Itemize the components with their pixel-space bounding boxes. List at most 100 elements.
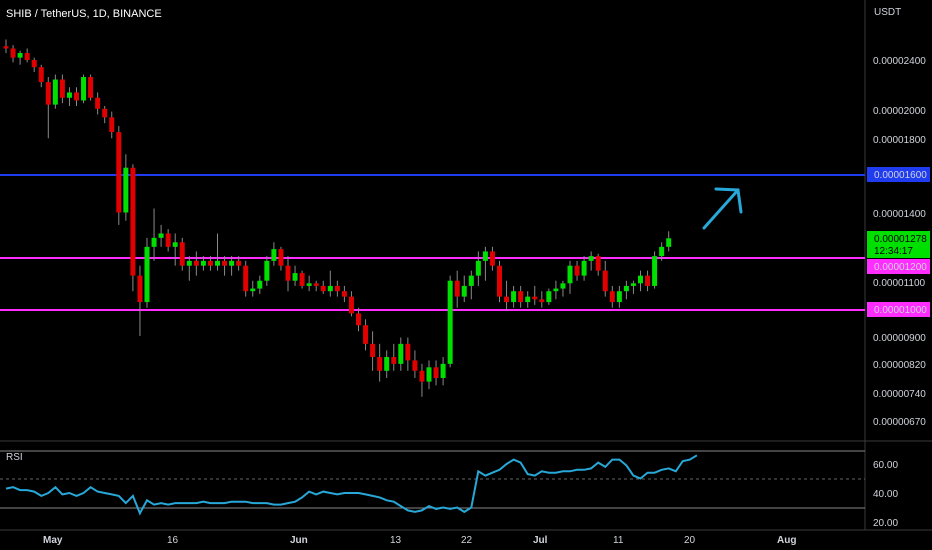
candle-down[interactable]	[539, 299, 545, 303]
candle-up[interactable]	[151, 237, 157, 247]
candle-down[interactable]	[504, 296, 510, 303]
rsi-line[interactable]	[5, 454, 698, 516]
candle-up[interactable]	[292, 273, 298, 281]
candle-up[interactable]	[66, 92, 72, 98]
candle-down[interactable]	[59, 79, 65, 98]
candlestick-series[interactable]	[3, 39, 672, 397]
candle-down[interactable]	[285, 265, 291, 281]
candle-down[interactable]	[243, 265, 249, 292]
candle-up[interactable]	[475, 260, 481, 276]
candle-up[interactable]	[398, 343, 404, 364]
candle-up[interactable]	[250, 288, 256, 292]
candle-down[interactable]	[116, 132, 122, 213]
candle-up[interactable]	[264, 260, 270, 281]
candle-up[interactable]	[638, 275, 643, 284]
candle-down[interactable]	[391, 357, 397, 364]
candle-down[interactable]	[31, 60, 37, 68]
candle-down[interactable]	[489, 251, 495, 266]
candle-up[interactable]	[172, 242, 178, 247]
candle-down[interactable]	[412, 360, 418, 371]
candle-down[interactable]	[497, 265, 502, 297]
candle-down[interactable]	[299, 273, 305, 286]
candle-up[interactable]	[271, 249, 277, 261]
candle-up[interactable]	[52, 79, 58, 105]
candle-down[interactable]	[363, 325, 369, 344]
candle-down[interactable]	[595, 256, 601, 271]
candle-down[interactable]	[45, 82, 51, 105]
candle-down[interactable]	[454, 280, 460, 297]
candle-down[interactable]	[3, 46, 9, 49]
candle-up[interactable]	[440, 363, 446, 378]
candle-down[interactable]	[602, 270, 608, 292]
candle-down[interactable]	[165, 233, 171, 247]
candle-up[interactable]	[229, 260, 235, 266]
candle-up[interactable]	[384, 357, 390, 371]
candle-down[interactable]	[38, 67, 44, 83]
candle-up[interactable]	[630, 283, 636, 286]
candle-up[interactable]	[447, 280, 453, 364]
candle-up[interactable]	[186, 260, 192, 266]
candle-up[interactable]	[81, 77, 87, 101]
candle-down[interactable]	[278, 249, 284, 266]
candle-up[interactable]	[581, 260, 587, 276]
candle-down[interactable]	[356, 313, 361, 326]
candle-down[interactable]	[419, 370, 425, 382]
candle-up[interactable]	[215, 260, 220, 266]
candle-up[interactable]	[17, 53, 23, 58]
candle-down[interactable]	[320, 285, 326, 292]
candle-down[interactable]	[10, 48, 16, 58]
candle-down[interactable]	[405, 343, 411, 361]
candle-up[interactable]	[200, 260, 206, 266]
candle-up[interactable]	[588, 256, 594, 261]
candle-up[interactable]	[560, 283, 566, 289]
candle-down[interactable]	[341, 291, 347, 297]
candle-up[interactable]	[123, 167, 129, 213]
candle-down[interactable]	[645, 275, 651, 286]
candle-down[interactable]	[532, 296, 538, 300]
candle-up[interactable]	[482, 251, 488, 261]
candle-down[interactable]	[193, 260, 199, 266]
candle-up[interactable]	[546, 291, 552, 303]
candle-up[interactable]	[461, 285, 467, 297]
candle-up[interactable]	[567, 265, 573, 284]
candle-down[interactable]	[88, 77, 94, 98]
candle-down[interactable]	[334, 285, 340, 292]
candle-up[interactable]	[327, 285, 333, 292]
candle-up[interactable]	[652, 256, 658, 286]
candle-down[interactable]	[222, 260, 228, 266]
candle-down[interactable]	[313, 283, 319, 286]
candle-up[interactable]	[623, 285, 629, 292]
candle-down[interactable]	[179, 242, 185, 266]
candle-up[interactable]	[144, 246, 150, 303]
candle-up[interactable]	[553, 288, 559, 292]
candle-up[interactable]	[511, 291, 517, 303]
candle-up[interactable]	[666, 238, 672, 247]
candle-down[interactable]	[74, 92, 79, 101]
price-axis[interactable]: 0.00002400 0.00002000 0.00001800 0.00001…	[873, 56, 926, 428]
candle-down[interactable]	[348, 296, 354, 314]
candle-up[interactable]	[257, 280, 263, 289]
candle-down[interactable]	[102, 108, 108, 118]
candle-down[interactable]	[609, 291, 615, 303]
candle-down[interactable]	[518, 291, 524, 303]
candle-down[interactable]	[109, 117, 115, 133]
candle-up[interactable]	[306, 283, 312, 286]
time-axis[interactable]: May 16 Jun 13 22 Jul 11 20 Aug	[43, 535, 796, 546]
candle-down[interactable]	[24, 53, 30, 60]
candle-down[interactable]	[377, 357, 383, 371]
candle-up[interactable]	[158, 233, 164, 238]
candle-down[interactable]	[236, 260, 242, 266]
candle-down[interactable]	[207, 260, 213, 266]
up-arrow-annotation[interactable]	[702, 187, 743, 230]
candle-down[interactable]	[433, 367, 439, 378]
candle-down[interactable]	[137, 275, 143, 303]
candle-down[interactable]	[574, 265, 580, 276]
candle-down[interactable]	[370, 343, 376, 358]
candle-down[interactable]	[130, 167, 136, 276]
candle-up[interactable]	[468, 275, 474, 286]
candle-up[interactable]	[659, 246, 665, 257]
candle-up[interactable]	[426, 367, 432, 382]
candle-down[interactable]	[95, 97, 101, 109]
candle-up[interactable]	[525, 296, 531, 303]
